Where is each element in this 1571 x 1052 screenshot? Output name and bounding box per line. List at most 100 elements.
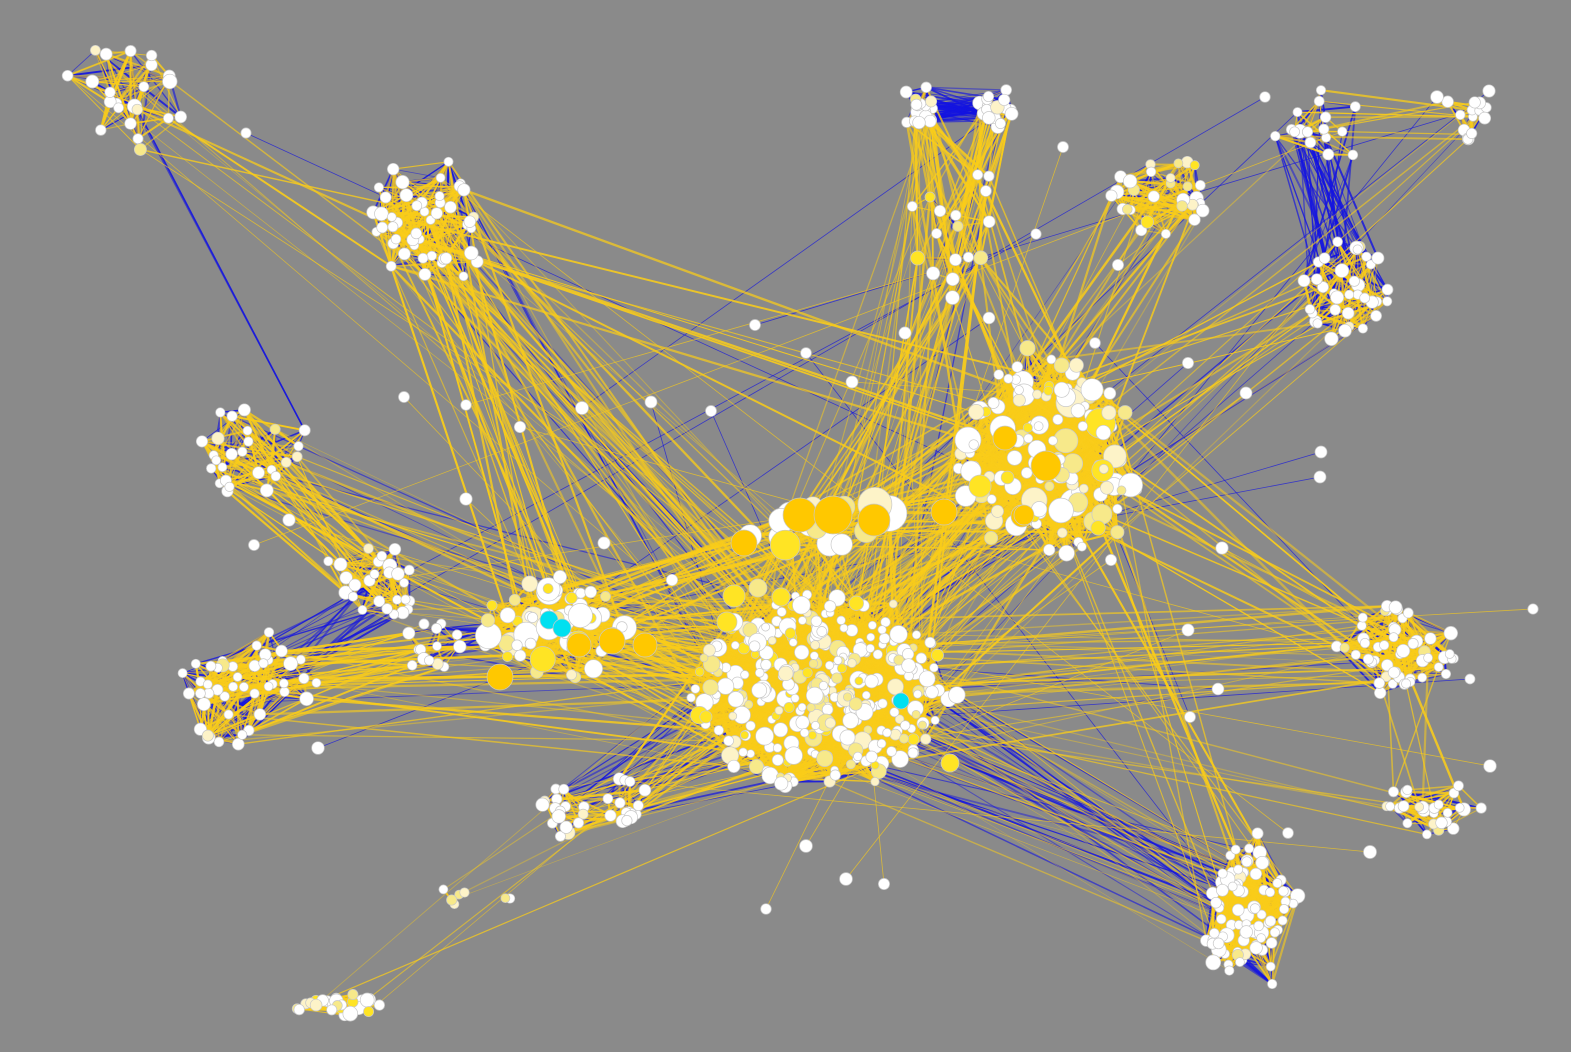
graph-node[interactable] [232, 737, 245, 751]
graph-node[interactable] [104, 86, 116, 98]
graph-node[interactable] [1233, 864, 1244, 875]
graph-node[interactable] [1032, 389, 1042, 400]
graph-node[interactable] [686, 693, 696, 703]
graph-node[interactable] [740, 730, 749, 740]
graph-node[interactable] [1334, 263, 1350, 278]
graph-node[interactable] [1304, 136, 1317, 149]
graph-node[interactable] [1030, 228, 1042, 240]
graph-node[interactable] [1272, 878, 1283, 889]
graph-node[interactable] [417, 252, 429, 264]
graph-node[interactable] [213, 736, 225, 748]
graph-node[interactable] [1100, 480, 1114, 495]
graph-node[interactable] [529, 646, 556, 673]
graph-node[interactable] [195, 688, 206, 699]
graph-node[interactable] [95, 124, 107, 136]
graph-node[interactable] [1181, 623, 1195, 637]
graph-node[interactable] [614, 797, 626, 809]
graph-node[interactable] [695, 667, 705, 677]
graph-node[interactable] [1313, 470, 1327, 484]
graph-node[interactable] [602, 793, 614, 805]
graph-node[interactable] [986, 494, 997, 505]
graph-node[interactable] [259, 483, 274, 498]
graph-node[interactable] [842, 692, 853, 702]
graph-node[interactable] [889, 707, 900, 718]
graph-node[interactable] [1022, 422, 1033, 433]
graph-node[interactable] [432, 641, 442, 651]
graph-node[interactable] [1004, 106, 1019, 121]
graph-node[interactable] [1527, 603, 1539, 615]
graph-node[interactable] [894, 714, 905, 724]
graph-node[interactable] [1483, 759, 1497, 773]
graph-node[interactable] [749, 319, 761, 331]
graph-node[interactable] [797, 702, 807, 712]
graph-node[interactable] [410, 227, 423, 240]
graph-node[interactable] [215, 407, 226, 418]
graph-node[interactable] [1255, 855, 1270, 870]
node-layer[interactable] [61, 44, 1539, 1022]
graph-node[interactable] [1239, 386, 1253, 400]
graph-node[interactable] [1352, 244, 1363, 255]
graph-node[interactable] [1216, 913, 1227, 925]
graph-node[interactable] [1454, 802, 1465, 813]
graph-node[interactable] [1145, 166, 1157, 177]
graph-node[interactable] [500, 893, 511, 904]
graph-node[interactable] [572, 817, 585, 829]
graph-node[interactable] [1176, 200, 1188, 212]
graph-node[interactable] [542, 583, 554, 594]
graph-node[interactable] [132, 133, 144, 145]
graph-node[interactable] [513, 420, 527, 434]
graph-node[interactable] [861, 690, 871, 700]
graph-node[interactable] [225, 447, 238, 461]
graph-node[interactable] [269, 423, 281, 435]
graph-node[interactable] [924, 191, 936, 203]
graph-node[interactable] [435, 172, 446, 183]
graph-node[interactable] [1122, 174, 1138, 189]
graph-node[interactable] [1433, 662, 1444, 672]
graph-node[interactable] [1356, 620, 1367, 631]
graph-node[interactable] [833, 655, 843, 665]
graph-node[interactable] [1401, 678, 1412, 689]
graph-node-gold-hub-4[interactable] [857, 503, 891, 537]
graph-node[interactable] [1140, 215, 1154, 229]
graph-node[interactable] [902, 648, 915, 661]
graph-node[interactable] [746, 749, 755, 759]
graph-node[interactable] [182, 687, 195, 700]
graph-node[interactable] [839, 729, 856, 746]
graph-node[interactable] [1046, 354, 1057, 365]
graph-node[interactable] [90, 44, 101, 56]
graph-node[interactable] [446, 894, 458, 906]
graph-node[interactable] [1348, 275, 1360, 287]
graph-node[interactable] [918, 670, 936, 688]
graph-node[interactable] [907, 733, 920, 746]
graph-node-gold-hub-5[interactable] [930, 498, 958, 526]
graph-node[interactable] [138, 81, 150, 93]
graph-node[interactable] [342, 1005, 359, 1022]
graph-node[interactable] [1344, 289, 1355, 300]
graph-node[interactable] [767, 636, 777, 645]
graph-node[interactable] [1357, 612, 1368, 623]
graph-node[interactable] [1227, 881, 1238, 892]
graph-node[interactable] [1359, 637, 1371, 649]
graph-node[interactable] [514, 649, 527, 662]
graph-node[interactable] [1235, 957, 1245, 967]
graph-node[interactable] [480, 613, 495, 628]
graph-node-gold-hub-17[interactable] [748, 578, 768, 598]
graph-node[interactable] [1379, 640, 1390, 651]
graph-node-gold-hub-3[interactable] [813, 495, 853, 535]
graph-node-gold-hub-12[interactable] [598, 627, 626, 655]
graph-node[interactable] [1466, 127, 1478, 139]
graph-node[interactable] [1259, 91, 1271, 103]
graph-node[interactable] [1322, 148, 1335, 161]
graph-node[interactable] [309, 998, 323, 1012]
graph-node[interactable] [242, 425, 253, 436]
graph-node[interactable] [810, 640, 820, 650]
graph-node[interactable] [982, 311, 996, 325]
graph-node[interactable] [379, 191, 392, 204]
graph-node[interactable] [508, 593, 521, 606]
graph-node[interactable] [381, 603, 393, 615]
graph-node[interactable] [395, 175, 410, 190]
graph-node[interactable] [387, 162, 400, 176]
graph-node[interactable] [1043, 385, 1054, 396]
graph-node[interactable] [774, 776, 789, 791]
graph-node[interactable] [1382, 296, 1393, 307]
